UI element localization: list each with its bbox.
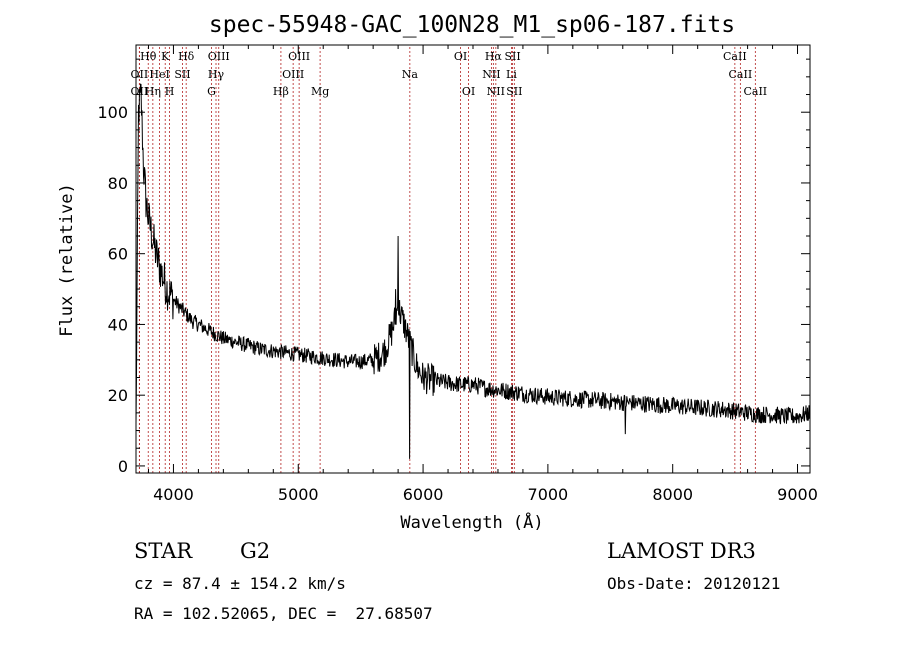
x-tick-label: 5000: [278, 485, 319, 504]
object-class: STAR: [134, 539, 193, 563]
line-label: SII: [174, 68, 190, 81]
observation-date: Obs-Date: 20120121: [607, 574, 781, 593]
x-axis-ticks: 4000 5000 6000 7000 8000 9000: [147, 45, 818, 504]
line-label: H: [165, 85, 175, 98]
survey-name: LAMOST DR3: [607, 539, 756, 563]
y-tick-label: 100: [97, 103, 128, 122]
x-tick-label: 4000: [153, 485, 194, 504]
line-label: OIII: [208, 50, 230, 63]
redshift-cz: cz = 87.4 ± 154.2 km/s: [134, 574, 346, 593]
coordinates: RA = 102.52065, DEC = 27.68507: [134, 604, 433, 623]
line-label: CaII: [743, 85, 767, 98]
line-label: Mg: [311, 85, 329, 98]
spectrum-line: [135, 83, 811, 459]
chart-title: spec-55948-GAC_100N28_M1_sp06-187.fits: [209, 12, 735, 38]
y-tick-label: 80: [108, 174, 128, 193]
line-label: Hη: [145, 85, 161, 98]
line-label: OI: [462, 85, 475, 98]
object-subclass: G2: [240, 539, 271, 563]
line-label: Hβ: [273, 85, 289, 98]
line-label: OI: [454, 50, 467, 63]
line-label: OII: [131, 68, 149, 81]
line-label: CaII: [723, 50, 747, 63]
line-label: Hα: [485, 50, 503, 63]
x-tick-label: 9000: [777, 485, 818, 504]
line-label: CaII: [729, 68, 753, 81]
y-tick-label: 40: [108, 315, 128, 334]
line-label: NII: [487, 85, 505, 98]
y-tick-label: 60: [108, 245, 128, 264]
line-label: Hγ: [208, 68, 225, 81]
line-label: K: [161, 50, 170, 63]
y-tick-label: 0: [118, 457, 128, 476]
y-tick-label: 20: [108, 386, 128, 405]
x-tick-label: 6000: [403, 485, 444, 504]
y-axis-label: Flux (relative): [57, 183, 77, 337]
line-label: Na: [402, 68, 419, 81]
line-label: NII: [482, 68, 500, 81]
line-label: OIII: [282, 68, 304, 81]
line-markers: [138, 47, 756, 473]
x-tick-label: 8000: [652, 485, 693, 504]
line-label: SII: [504, 50, 520, 63]
line-label: HeI: [149, 68, 169, 81]
x-tick-label: 7000: [528, 485, 569, 504]
x-axis-label: Wavelength (Å): [400, 511, 543, 533]
line-label: Hθ: [140, 50, 157, 63]
line-label: G: [207, 85, 216, 98]
line-label: Li: [506, 68, 517, 81]
line-label: Hδ: [178, 50, 195, 63]
line-label: OIII: [288, 50, 310, 63]
line-label: SII: [506, 85, 522, 98]
y-axis-ticks: 0 20 40 60 80 100: [97, 58, 810, 476]
